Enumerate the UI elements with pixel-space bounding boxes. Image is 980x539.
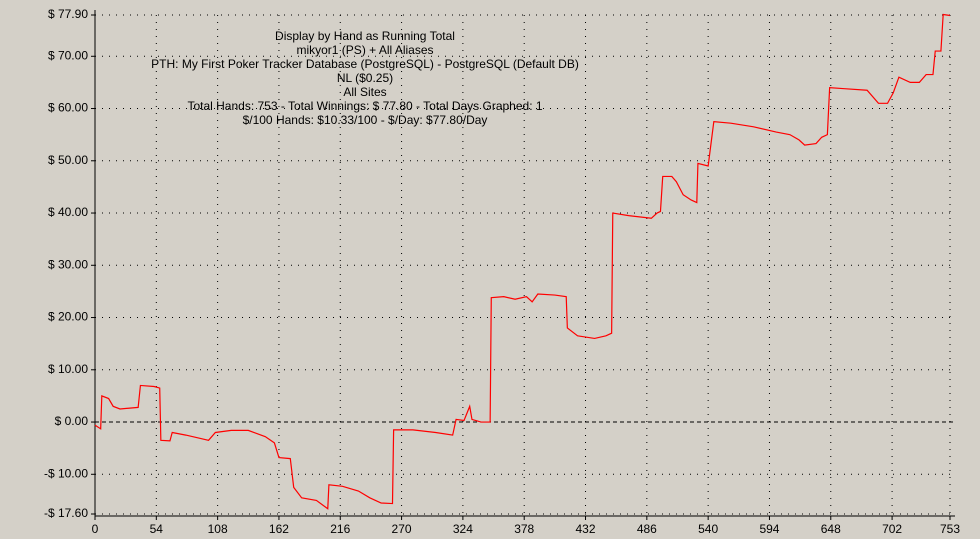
subtitle-line: mikyor1 (PS) + All Aliases [296,43,433,57]
subtitle-line: NL ($0.25) [337,71,393,85]
y-tick-label: $ 77.90 [48,7,88,21]
x-tick-label: 378 [514,522,534,536]
line-series [94,13,951,510]
x-tick-label: 540 [698,522,718,536]
y-tick-label: $ 0.00 [55,414,89,428]
x-tick-label: 270 [392,522,412,536]
y-tick-label: -$ 10.00 [44,466,88,480]
y-tick-label: $ 20.00 [48,310,88,324]
x-tick-label: 594 [759,522,779,536]
y-tick-label: $ 40.00 [48,205,88,219]
x-tick-label: 0 [92,522,99,536]
x-tick-label: 324 [453,522,473,536]
x-tick-label: 753 [940,522,960,536]
subtitle-line: PTH: My First Poker Tracker Database (Po… [151,57,579,71]
y-tick-label: $ 70.00 [48,48,88,62]
subtitle-line: All Sites [343,85,386,99]
subtitle-line: $/100 Hands: $10.33/100 - $/Day: $77.80/… [243,113,488,127]
y-tick-label: $ 50.00 [48,153,88,167]
x-tick-label: 108 [208,522,228,536]
x-tick-label: 216 [330,522,350,536]
y-tick-label: $ 30.00 [48,257,88,271]
x-tick-label: 54 [150,522,164,536]
subtitle-line: Total Hands: 753 - Total Winnings: $ 77.… [187,99,542,113]
x-tick-label: 486 [637,522,657,536]
y-tick-label: $ 60.00 [48,101,88,115]
y-tick-label: $ 10.00 [48,362,88,376]
x-tick-label: 162 [269,522,289,536]
chart-title: Display by Hand as Running Total [275,29,455,43]
y-tick-label: -$ 17.60 [44,506,88,520]
x-tick-label: 432 [576,522,596,536]
x-tick-label: 648 [821,522,841,536]
x-tick-label: 702 [882,522,902,536]
